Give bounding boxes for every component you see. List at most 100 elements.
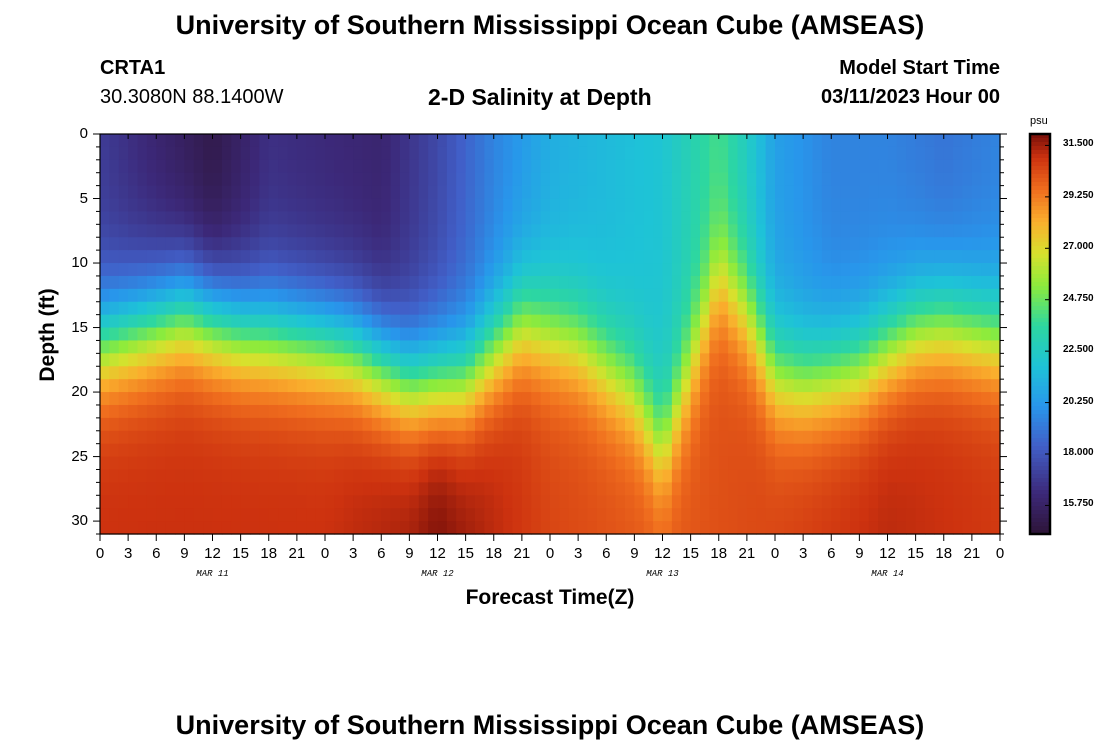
x-tick-label: 6 [827, 545, 836, 562]
heatmap-cell [765, 211, 776, 225]
heatmap-cell [587, 288, 598, 303]
date-label: MAR 14 [871, 569, 904, 579]
heatmap-cell [896, 327, 907, 342]
heatmap-cell [137, 275, 148, 290]
heatmap-cell [231, 392, 242, 406]
heatmap-cell [934, 469, 945, 483]
heatmap-cell [718, 211, 729, 225]
heatmap-cell [193, 404, 204, 419]
heatmap-cell [278, 288, 289, 303]
colorbar-tick-label: 29.250 [1063, 189, 1094, 201]
heatmap-cell [971, 366, 982, 380]
heatmap-cell [831, 198, 842, 213]
heatmap-cell [596, 508, 607, 522]
heatmap-cell [990, 314, 1001, 329]
heatmap-cell [371, 301, 382, 316]
heatmap-cell [465, 495, 476, 509]
heatmap-cell [596, 172, 607, 187]
heatmap-cell [175, 417, 185, 432]
heatmap-cell [296, 456, 307, 471]
heatmap-cell [615, 417, 626, 432]
colorbar-segment [1030, 266, 1050, 271]
heatmap-cell [381, 263, 392, 277]
heatmap-cell [943, 301, 954, 316]
heatmap-cell [221, 392, 232, 406]
heatmap-cell [906, 211, 917, 225]
heatmap-cell [756, 366, 767, 380]
heatmap-cell [278, 211, 289, 225]
heatmap-cell [578, 263, 589, 277]
heatmap-cell [465, 275, 476, 290]
heatmap-cell [653, 443, 664, 458]
heatmap-cell [250, 366, 260, 380]
heatmap-cell [456, 288, 467, 303]
heatmap-cell [850, 456, 860, 471]
heatmap-cell [915, 185, 926, 200]
heatmap-cell [803, 482, 814, 496]
heatmap-cell [990, 159, 1001, 174]
heatmap-cell [334, 237, 345, 251]
heatmap-cell [962, 366, 973, 380]
heatmap-cell [109, 417, 120, 432]
heatmap-cell [962, 327, 973, 342]
heatmap-cell [156, 495, 167, 509]
heatmap-cell [887, 366, 898, 380]
heatmap-cell [146, 275, 157, 290]
heatmap-cell [118, 301, 129, 316]
heatmap-cell [615, 430, 626, 445]
heatmap-cell [765, 198, 776, 213]
heatmap-cell [906, 521, 917, 535]
heatmap-cell [250, 417, 260, 432]
heatmap-cell [371, 185, 382, 200]
heatmap-cell [503, 327, 514, 342]
heatmap-cell [109, 301, 120, 316]
heatmap-cell [971, 327, 982, 342]
colorbar-segment [1030, 490, 1050, 495]
heatmap-cell [456, 275, 467, 290]
heatmap-cell [446, 508, 457, 522]
heatmap-cell [437, 224, 448, 238]
heatmap-cell [428, 263, 439, 277]
heatmap-cell [700, 456, 710, 471]
heatmap-cell [765, 443, 776, 458]
heatmap-cell [203, 340, 214, 354]
heatmap-cell [596, 237, 607, 251]
heatmap-cell [165, 327, 176, 342]
heatmap-cell [915, 172, 926, 187]
heatmap-cell [746, 159, 757, 174]
heatmap-cell [878, 146, 889, 161]
heatmap-cell [746, 275, 757, 290]
heatmap-cell [512, 456, 523, 471]
heatmap-cell [737, 340, 748, 354]
heatmap-cell [831, 275, 842, 290]
heatmap-cell [690, 301, 701, 316]
heatmap-cell [896, 288, 907, 303]
heatmap-cell [896, 482, 907, 496]
heatmap-cell [165, 275, 176, 290]
heatmap-cell [128, 224, 139, 238]
heatmap-cell [793, 198, 804, 213]
heatmap-cell [381, 417, 392, 432]
heatmap-cell [765, 224, 776, 238]
heatmap-cell [221, 237, 232, 251]
heatmap-cell [793, 250, 804, 264]
heatmap-cell [296, 379, 307, 393]
heatmap-cell [437, 469, 448, 483]
heatmap-cell [606, 237, 617, 251]
heatmap-cell [587, 508, 598, 522]
heatmap-cell [221, 275, 232, 290]
heatmap-cell [615, 495, 626, 509]
heatmap-cell [803, 417, 814, 432]
heatmap-cell [700, 508, 710, 522]
date-label: MAR 11 [196, 569, 229, 579]
heatmap-cell [137, 314, 148, 329]
heatmap-cell [578, 211, 589, 225]
heatmap-cell [118, 198, 129, 213]
heatmap-cell [971, 301, 982, 316]
heatmap-cell [915, 237, 926, 251]
heatmap-cell [325, 198, 335, 213]
heatmap-cell [653, 301, 664, 316]
heatmap-cell [325, 211, 335, 225]
heatmap-cell [671, 379, 682, 393]
colorbar-segment [1030, 366, 1050, 371]
